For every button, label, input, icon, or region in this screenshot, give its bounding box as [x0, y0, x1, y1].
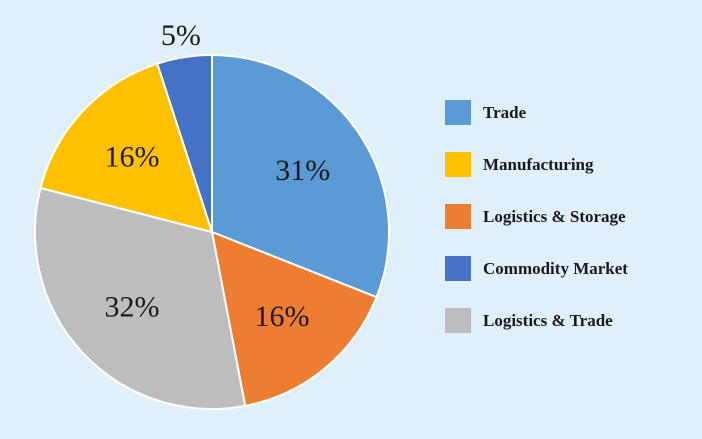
pie-data-label: 32%: [105, 291, 160, 324]
legend-item-trade: Trade: [445, 100, 628, 125]
legend-swatch: [445, 256, 471, 281]
legend-label: Manufacturing: [483, 154, 594, 174]
legend-item-commodity-market: Commodity Market: [445, 256, 628, 281]
legend-swatch: [445, 100, 471, 125]
pie-slice-logistics-trade: [34, 186, 247, 410]
pie-slice-trade: [211, 53, 390, 299]
legend-item-logistics-storage: Logistics & Storage: [445, 204, 628, 229]
pie-data-label: 16%: [254, 300, 309, 333]
legend: Trade Manufacturing Logistics & Storage …: [445, 100, 628, 333]
pie-chart: 31% 16% 32% 16% 5%: [34, 19, 390, 410]
legend-swatch: [445, 308, 471, 333]
pie-data-label: 31%: [275, 154, 330, 187]
pie-slice-commodity-market: [156, 53, 213, 233]
legend-item-manufacturing: Manufacturing: [445, 152, 628, 177]
legend-swatch: [445, 204, 471, 229]
legend-label: Trade: [483, 102, 527, 122]
pie-data-label: 5%: [161, 19, 201, 52]
legend-swatch: [445, 152, 471, 177]
pie-slice-manufacturing: [39, 62, 214, 234]
legend-item-logistics-trade: Logistics & Trade: [445, 308, 628, 333]
pie-data-label: 16%: [105, 140, 160, 173]
pie-slice-logistics-storage: [210, 230, 378, 408]
legend-label: Commodity Market: [483, 258, 628, 278]
legend-label: Logistics & Storage: [483, 206, 626, 226]
legend-label: Logistics & Trade: [483, 310, 613, 330]
